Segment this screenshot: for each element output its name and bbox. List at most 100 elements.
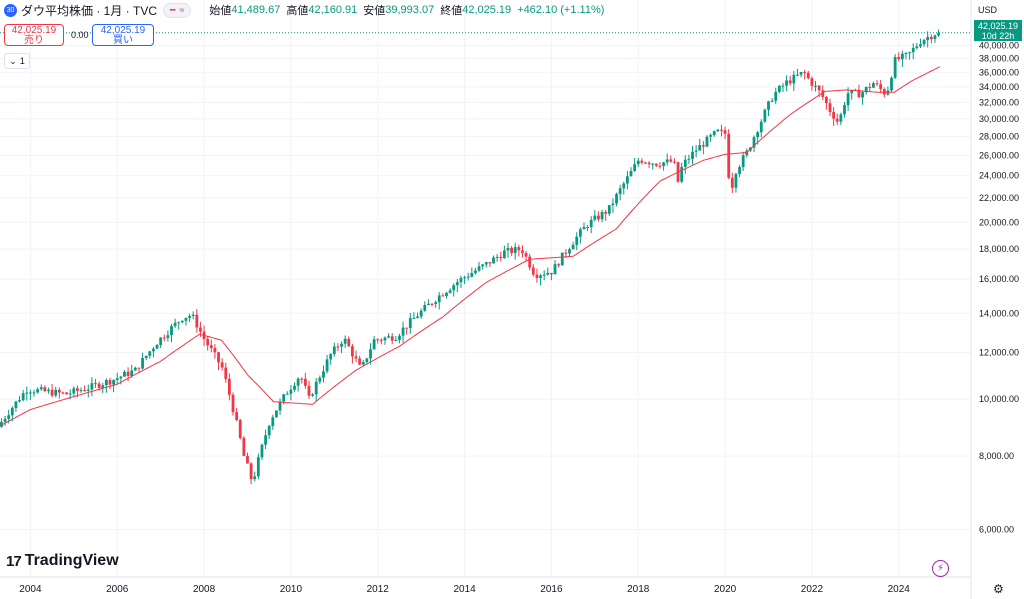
candle-body [372,339,376,350]
candle-body [911,47,915,53]
candle-body [593,215,597,220]
price-tick-label: 10,000.00 [979,394,1019,404]
minus-icon: ━ [170,5,176,15]
candle-body [94,383,97,385]
buy-button[interactable]: 42,025.19 買い [92,24,154,46]
currency-label[interactable]: USD [978,5,998,15]
grid-lines [0,0,971,577]
candle-body [426,303,430,306]
candle-body [929,36,933,40]
price-tick-label: 6,000.00 [979,524,1014,534]
price-tick-label: 14,000.00 [979,308,1019,318]
candle-body [195,314,199,328]
price-tick-label: 12,000.00 [979,348,1019,358]
candle-body [607,205,611,214]
candle-body [260,444,264,458]
high-value: 42,160.91 [308,4,358,16]
candle-body [785,80,788,86]
candle-body [557,264,561,266]
price-tick-label: 32,000.00 [979,97,1019,107]
candle-body [835,118,839,122]
candle-body [325,359,329,372]
candle-body [351,346,354,357]
candle-body [864,87,868,93]
indicator-collapse-button[interactable]: ⌄ 1 [4,53,30,69]
candle-body [28,392,32,394]
candle-body [897,57,901,60]
candle-body [890,77,893,91]
candle-body [698,145,702,151]
candle-body [365,358,369,363]
candle-body [694,150,698,152]
candle-body [10,407,14,416]
candle-body [528,256,532,268]
candle-body [658,165,662,167]
candle-body [209,345,213,349]
candle-body [177,322,181,324]
candle-body [300,378,304,380]
gear-icon[interactable]: ⚙ [993,582,1004,596]
candle-body [872,83,875,88]
candle-body [83,390,87,392]
time-tick-label: 2018 [627,584,650,595]
low-value: 39,993.07 [385,4,435,16]
candle-body [738,167,741,174]
candle-body [730,177,734,188]
series-visibility-toggle[interactable]: ━ ≈ [163,2,192,18]
candle-body [97,383,101,388]
sell-button[interactable]: 42,025.19 売り [4,24,64,46]
candle-body [673,161,676,163]
close-label: 終値 [440,5,463,17]
price-tick-label: 30,000.00 [979,114,1019,124]
candle-body [68,393,72,395]
tradingview-logo[interactable]: 17 TradingView [6,552,119,570]
candle-body [915,46,919,48]
candle-body [796,74,799,76]
candle-body [412,317,416,319]
candle-body [850,89,854,94]
candle-body [264,435,267,445]
candle-body [369,349,372,359]
candle-body [332,346,336,355]
candle-body [408,318,412,328]
symbol-title[interactable]: ダウ平均株価 · 1月 · TVC [21,3,158,18]
price-tick-label: 28,000.00 [979,131,1019,141]
candle-body [513,247,517,253]
candle-body [199,327,202,332]
candle-body [170,326,173,336]
flash-icon[interactable]: ⚡ [932,560,949,577]
candle-body [206,339,210,346]
candle-body [162,337,166,339]
symbol-badge[interactable]: 30 [4,3,17,17]
candle-body [104,380,108,386]
candle-body [227,378,231,395]
candle-body [322,371,325,378]
candle-body [470,272,474,277]
candle-body [846,93,850,106]
candle-body [517,247,521,251]
moving-average-line [0,66,941,427]
candle-body [763,109,767,122]
candle-body [434,302,438,304]
time-tick-label: 2016 [540,584,563,595]
candle-body [647,162,651,165]
candle-body [246,455,249,464]
candle-body [79,390,83,392]
candle-body [314,381,318,395]
candle-body [253,476,257,480]
candle-body [441,295,445,297]
candle-body [625,176,629,184]
candle-body [904,52,908,54]
candle-body [108,380,112,385]
candle-body [86,389,90,391]
candle-body [644,162,647,164]
time-tick-label: 2004 [19,584,42,595]
candle-body [311,394,315,396]
candle-body [184,317,188,321]
candle-body [14,401,18,408]
price-tick-label: 20,000.00 [979,217,1019,227]
candle-body [238,419,242,439]
candle-body [781,85,785,87]
candle-body [267,425,271,436]
